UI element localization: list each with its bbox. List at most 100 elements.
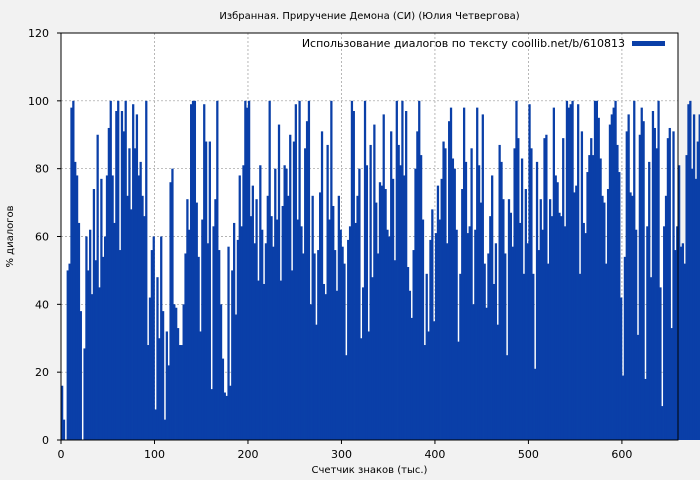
bar [89,229,92,440]
bar [438,219,441,440]
bar [333,250,337,440]
bar [120,111,124,440]
bar [369,144,372,441]
bar [178,345,182,440]
bar [175,307,178,440]
bar [591,155,595,440]
bar [190,104,193,440]
bar [83,348,86,440]
bar [577,104,580,440]
bar [352,111,355,440]
bar [335,290,339,440]
bar [679,246,683,440]
x-tick-label: 400 [424,448,445,461]
bar [388,236,391,440]
bar [231,270,234,440]
bar [634,229,638,440]
bar [470,148,473,441]
bar [648,161,651,440]
bar [519,222,522,440]
bar [526,243,529,440]
bar [405,111,408,440]
bar [547,263,550,440]
bar [608,124,612,440]
bar [657,100,660,440]
bar [429,239,432,440]
x-tick-label: 300 [331,448,352,461]
bar [330,100,333,440]
legend: Использование диалогов по тексту coollib… [302,37,665,50]
bar [150,250,154,440]
bar [92,189,96,440]
bar [304,148,307,441]
bar [464,161,468,440]
bar [289,134,292,440]
bar [203,104,206,440]
bar [578,273,582,440]
bar [444,148,447,441]
bar [70,107,73,440]
bar [448,121,451,440]
bar [259,165,262,440]
bar [472,304,475,440]
bar [548,199,552,440]
bar [384,189,387,440]
bar [451,158,455,440]
bar [79,311,82,440]
bar [580,131,584,440]
bar [96,134,99,440]
bar [276,219,279,440]
bar [427,331,430,440]
bar [173,304,176,440]
bar [367,331,370,440]
bar [317,250,320,440]
bar [670,328,673,440]
bar [122,131,125,440]
bar [225,395,228,440]
bar [154,409,157,440]
bar [543,138,546,440]
bar [393,260,397,440]
bar [440,178,443,440]
bar [436,185,440,440]
bar [161,311,165,440]
bar [234,314,238,440]
bar [128,148,131,441]
bar [649,277,653,440]
bar [262,283,266,440]
x-tick-label: 200 [237,448,258,461]
bar [431,209,434,440]
bar [62,419,66,440]
bar [362,287,365,440]
bar [691,168,694,440]
bar [347,239,350,440]
bar [386,229,389,440]
bar [515,100,518,440]
bar [487,253,490,440]
bar [270,216,273,440]
bar [152,236,155,440]
bar [251,185,254,440]
bar [474,229,477,440]
bar [644,378,647,440]
bar [105,175,109,440]
bar [272,246,275,440]
bar [621,375,625,440]
bar [261,229,264,440]
bar [483,263,486,440]
y-tick-label: 80 [35,163,49,176]
bar [356,195,359,440]
bar [287,195,290,440]
bar [133,148,137,441]
bar [571,100,574,440]
bar [90,294,94,440]
bar [98,287,101,440]
bar [208,141,211,441]
bar [380,185,383,440]
bar [61,385,64,440]
bar [240,226,243,440]
bar [401,100,404,440]
bar [668,127,671,440]
bar [300,226,303,440]
